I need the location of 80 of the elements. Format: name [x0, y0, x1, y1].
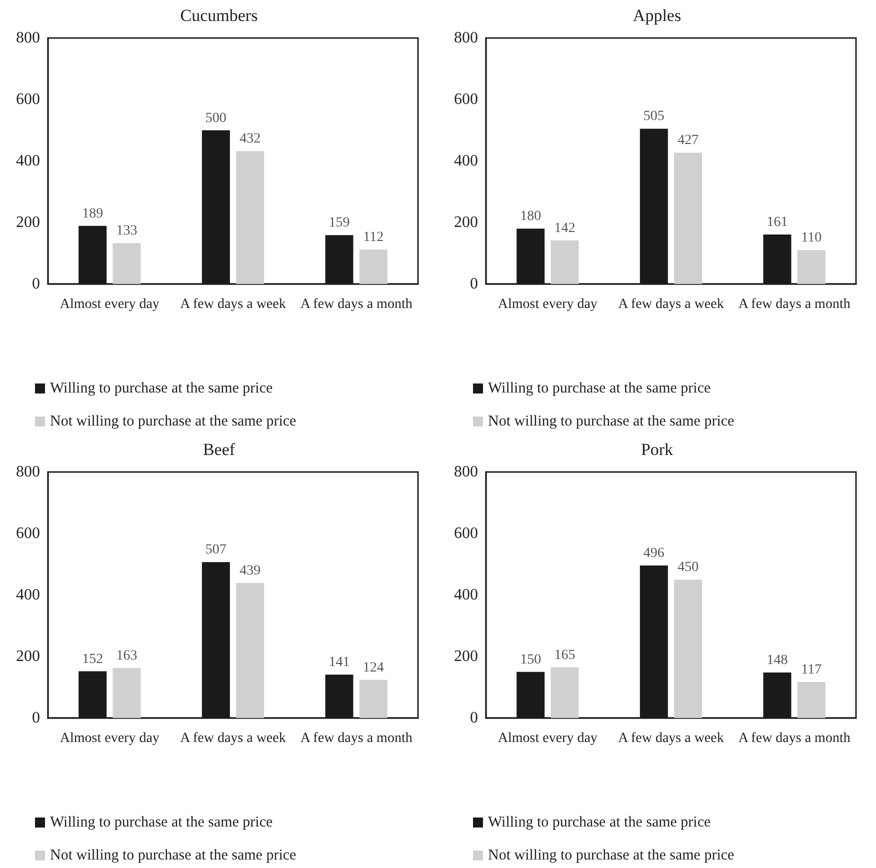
- x-tick-label: A few days a month: [300, 297, 412, 312]
- data-label: 189: [82, 206, 104, 222]
- data-label: 152: [82, 652, 104, 667]
- data-label: 161: [766, 214, 788, 230]
- bar: [359, 680, 388, 718]
- y-tick-label: 800: [454, 464, 478, 480]
- data-label: 124: [362, 660, 384, 676]
- x-tick-label: Almost every day: [60, 297, 160, 312]
- y-tick-label: 800: [16, 30, 40, 46]
- legend-label: Not willing to purchase at the same price: [50, 848, 297, 864]
- y-tick-label: 0: [32, 276, 40, 292]
- y-tick-label: 800: [16, 464, 40, 480]
- chart-title: Cucumbers: [180, 6, 258, 25]
- x-tick-label: A few days a week: [180, 731, 286, 746]
- bar: [236, 583, 264, 718]
- x-tick-label: Almost every day: [498, 731, 598, 746]
- x-tick-label: Almost every day: [498, 297, 598, 312]
- legend-label: Not willing to purchase at the same price: [488, 414, 735, 430]
- y-tick-label: 400: [16, 586, 40, 604]
- y-tick-label: 600: [16, 91, 40, 108]
- y-tick-label: 600: [454, 91, 478, 108]
- legend-label: Willing to purchase at the same price: [50, 380, 273, 396]
- y-tick-label: 800: [454, 30, 478, 46]
- y-tick-label: 0: [470, 276, 478, 292]
- bar: [236, 151, 264, 284]
- bar: [797, 250, 826, 284]
- data-label: 450: [678, 560, 699, 576]
- data-label: 110: [801, 230, 822, 246]
- legend-label: Willing to purchase at the same price: [488, 380, 711, 396]
- y-tick-label: 400: [454, 152, 478, 170]
- chart-title: Beef: [202, 440, 236, 459]
- y-tick-label: 0: [32, 710, 40, 726]
- bar: [674, 580, 702, 718]
- data-label: 500: [205, 110, 226, 126]
- data-label: 148: [766, 652, 788, 668]
- data-label: 165: [554, 648, 576, 663]
- x-tick-label: A few days a month: [300, 731, 412, 746]
- y-tick-label: 200: [16, 648, 40, 665]
- legend-label: Willing to purchase at the same price: [488, 814, 711, 830]
- bar: [674, 152, 702, 284]
- y-tick-label: 600: [454, 525, 478, 542]
- data-label: 133: [116, 224, 138, 239]
- data-label: 507: [205, 542, 226, 558]
- y-tick-label: 200: [454, 214, 478, 231]
- bar: [112, 668, 141, 718]
- y-tick-label: 600: [16, 525, 40, 542]
- data-label: 505: [643, 109, 664, 124]
- x-tick-label: A few days a month: [738, 731, 850, 746]
- bar: [359, 250, 388, 284]
- data-label: 142: [554, 220, 576, 236]
- bar: [550, 240, 579, 284]
- data-label: 439: [240, 564, 261, 579]
- data-label: 117: [801, 662, 822, 678]
- y-tick-label: 400: [454, 586, 478, 604]
- y-tick-label: 200: [454, 648, 478, 665]
- bar: [550, 667, 579, 718]
- data-label: 141: [328, 655, 350, 670]
- data-label: 159: [328, 216, 350, 231]
- data-label: 112: [363, 230, 384, 246]
- data-label: 432: [240, 132, 261, 147]
- legend-label: Not willing to purchase at the same price: [50, 414, 297, 430]
- data-label: 163: [116, 648, 138, 664]
- x-tick-label: A few days a week: [618, 731, 724, 746]
- x-tick-label: A few days a week: [180, 297, 286, 312]
- legend-label: Willing to purchase at the same price: [50, 814, 273, 830]
- x-tick-label: Almost every day: [60, 731, 160, 746]
- chart-title: Pork: [640, 440, 674, 459]
- bar: [112, 243, 141, 284]
- data-label: 496: [643, 546, 664, 561]
- bar: [797, 682, 826, 718]
- legend-label: Not willing to purchase at the same price: [488, 848, 735, 864]
- x-tick-label: A few days a week: [618, 297, 724, 312]
- x-tick-label: A few days a month: [738, 297, 850, 312]
- y-tick-label: 200: [16, 214, 40, 231]
- chart-title: Apples: [632, 6, 682, 25]
- data-label: 427: [678, 133, 699, 148]
- data-label: 180: [520, 209, 542, 224]
- data-label: 150: [520, 652, 542, 668]
- y-tick-label: 0: [470, 710, 478, 726]
- y-tick-label: 400: [16, 152, 40, 170]
